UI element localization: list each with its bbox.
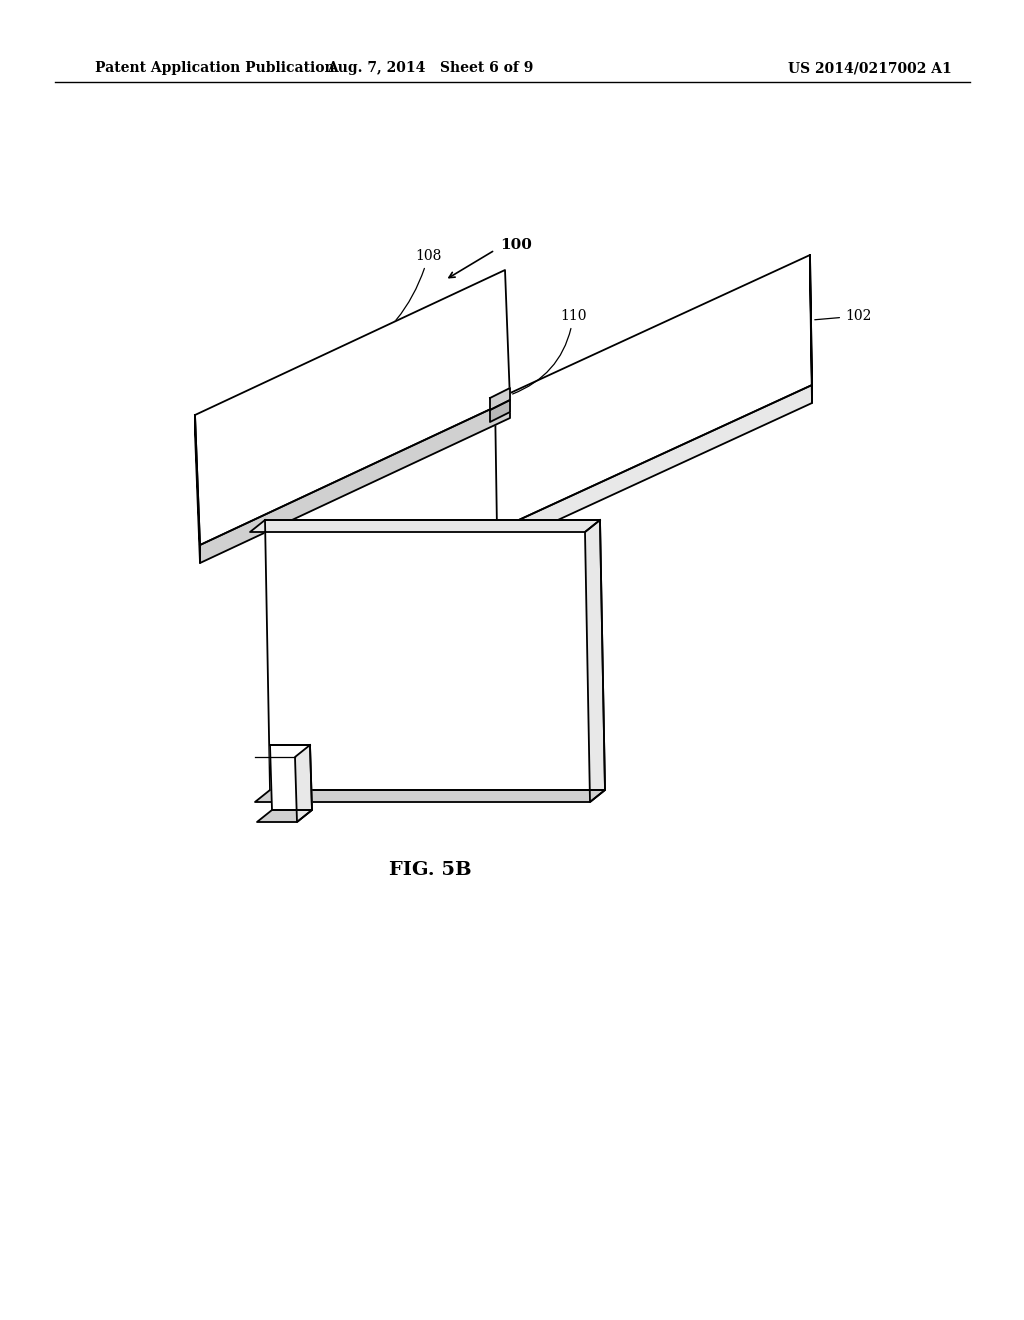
Text: Aug. 7, 2014   Sheet 6 of 9: Aug. 7, 2014 Sheet 6 of 9 — [327, 61, 534, 75]
Polygon shape — [257, 810, 312, 822]
Text: 110: 110 — [513, 309, 587, 393]
Polygon shape — [250, 520, 600, 532]
Polygon shape — [490, 388, 510, 411]
Polygon shape — [810, 255, 812, 403]
Text: 102: 102 — [815, 309, 871, 323]
Polygon shape — [255, 789, 605, 803]
Text: Patent Application Publication: Patent Application Publication — [95, 61, 335, 75]
Polygon shape — [200, 400, 510, 564]
Polygon shape — [265, 520, 605, 789]
Text: 104: 104 — [390, 529, 499, 573]
Text: US 2014/0217002 A1: US 2014/0217002 A1 — [788, 61, 952, 75]
Text: 106: 106 — [400, 544, 508, 587]
Polygon shape — [585, 520, 605, 803]
Text: 108: 108 — [352, 249, 441, 359]
Polygon shape — [195, 271, 510, 545]
Text: FIG. 5B: FIG. 5B — [389, 861, 471, 879]
Polygon shape — [195, 414, 200, 564]
Polygon shape — [295, 744, 312, 822]
Text: 1306: 1306 — [472, 528, 508, 568]
Text: 100: 100 — [500, 238, 531, 252]
Polygon shape — [490, 400, 510, 422]
Polygon shape — [497, 385, 812, 548]
Text: FIG. 5A: FIG. 5A — [471, 651, 553, 669]
Polygon shape — [270, 744, 312, 810]
Polygon shape — [495, 255, 812, 531]
